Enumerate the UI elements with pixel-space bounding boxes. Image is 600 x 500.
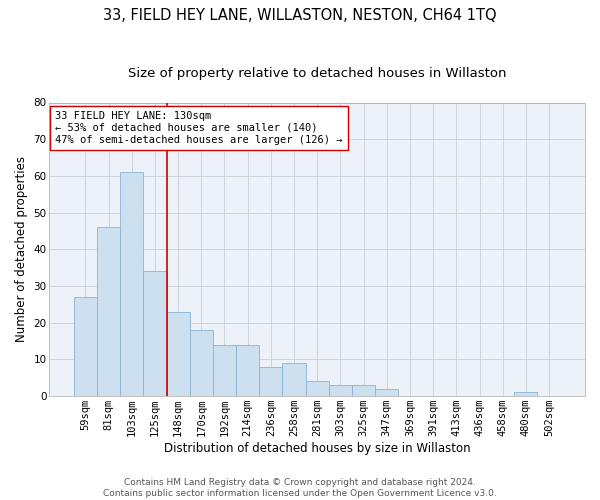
Y-axis label: Number of detached properties: Number of detached properties [15, 156, 28, 342]
Bar [259, 367, 283, 396]
Bar [74, 297, 97, 396]
Bar [329, 385, 352, 396]
Title: Size of property relative to detached houses in Willaston: Size of property relative to detached ho… [128, 68, 506, 80]
Bar [236, 345, 259, 396]
Bar [283, 363, 305, 396]
Bar [120, 172, 143, 396]
Bar [514, 392, 538, 396]
Bar [143, 272, 167, 396]
Bar [167, 312, 190, 396]
Text: 33 FIELD HEY LANE: 130sqm
← 53% of detached houses are smaller (140)
47% of semi: 33 FIELD HEY LANE: 130sqm ← 53% of detac… [55, 112, 343, 144]
Text: Contains HM Land Registry data © Crown copyright and database right 2024.
Contai: Contains HM Land Registry data © Crown c… [103, 478, 497, 498]
Bar [190, 330, 213, 396]
Bar [97, 228, 120, 396]
Text: 33, FIELD HEY LANE, WILLASTON, NESTON, CH64 1TQ: 33, FIELD HEY LANE, WILLASTON, NESTON, C… [103, 8, 497, 22]
Bar [375, 389, 398, 396]
Bar [352, 385, 375, 396]
Bar [305, 382, 329, 396]
Bar [213, 345, 236, 396]
X-axis label: Distribution of detached houses by size in Willaston: Distribution of detached houses by size … [164, 442, 470, 455]
